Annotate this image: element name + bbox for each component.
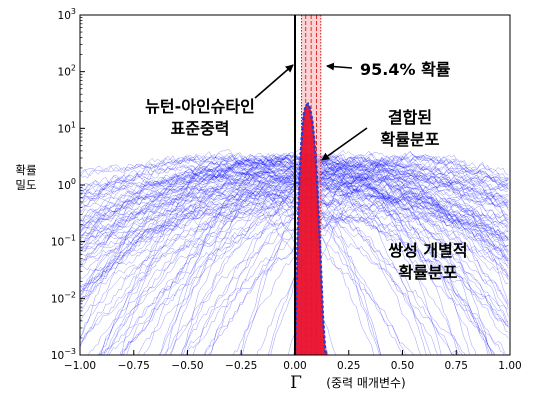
combined-distribution [293,101,329,355]
y-tick-label: 101 [58,120,76,135]
x-tick-label: 0.25 [337,360,360,372]
annotation-95-percent: 95.4% 확률 [360,60,451,79]
y-axis-label-line1: 확률 [15,163,36,177]
x-axis-label: Γ [290,373,302,393]
annotation-combined-line1: 결합된 [388,108,432,127]
y-tick-label: 103 [58,7,76,22]
y-tick-label: 10−2 [51,290,76,305]
x-axis-ticks: −1.00 −0.75 −0.50 −0.25 0.00 0.25 0.50 0.75 1.00 [64,350,522,372]
y-tick-label: 102 [58,64,76,79]
annotation-individual-line2: 확률분포 [399,263,458,282]
x-tick-label: 0.00 [283,360,306,372]
x-tick-label: −0.75 [118,360,150,372]
y-tick-label: 100 [58,177,76,192]
x-tick-label: 1.00 [498,360,521,372]
y-axis-label-line2: 밀도 [15,178,36,192]
y-axis-ticks: 10−3 10−2 10−1 100 101 102 103 [51,7,85,362]
y-tick-label: 10−3 [51,347,76,362]
arrow-to-band [326,62,353,71]
annotation-newton-einstein-line2: 표준중력 [171,119,230,138]
x-axis-label-note: (중력 매개변수) [326,376,405,390]
annotation-individual-line1: 쌍성 개별적 [388,241,467,260]
x-tick-label: −1.00 [64,360,96,372]
x-tick-label: −0.50 [171,360,203,372]
x-tick-label: 0.50 [391,360,414,372]
annotation-combined-line2: 확률분포 [381,130,440,149]
arrow-to-combined [321,127,368,161]
y-tick-label: 10−1 [51,234,76,249]
arrow-to-newton-line [254,64,294,99]
x-tick-label: 0.75 [445,360,468,372]
x-tick-label: −0.25 [225,360,257,372]
annotation-newton-einstein-line1: 뉴턴-아인슈타인 [145,97,255,116]
